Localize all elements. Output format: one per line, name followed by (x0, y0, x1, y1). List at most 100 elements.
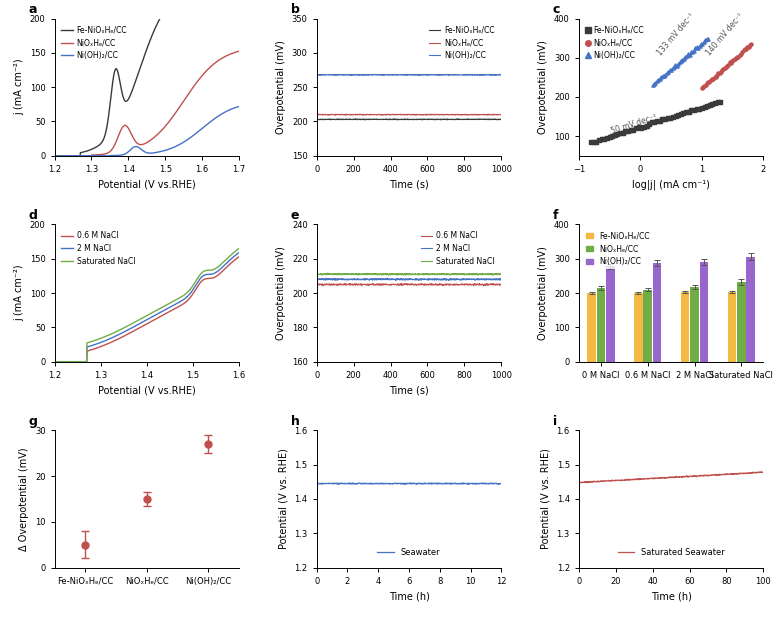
Point (724, 57, 736, 67)
Saturated Seawater (759, 468, 768, 476)
Point (689, 43, 701, 53)
Point (587, 136, 600, 146)
Bar (643, 289, 652, 362)
Point (732, 52, 745, 62)
Point (669, 111, 682, 121)
0.6 M NaCl (190, 288, 199, 295)
2 M NaCl (234, 249, 244, 256)
Point (696, 103, 708, 113)
Y-axis label: Overpotential (mV): Overpotential (mV) (277, 246, 286, 340)
Point (714, 67, 727, 77)
Point (616, 128, 629, 138)
Point (726, 57, 738, 67)
Seawater (359, 480, 368, 487)
Point (710, 72, 722, 82)
X-axis label: log|j| (mA cm⁻¹): log|j| (mA cm⁻¹) (633, 180, 710, 190)
Seawater (396, 480, 405, 487)
Point (688, 46, 700, 56)
Bar (681, 292, 689, 362)
Saturated Seawater (607, 477, 616, 484)
Point (669, 60, 682, 70)
Point (629, 123, 642, 133)
Text: i: i (553, 415, 557, 428)
Point (638, 122, 650, 132)
Point (649, 78, 661, 88)
Point (717, 64, 730, 73)
Point (656, 114, 668, 124)
X-axis label: Time (h): Time (h) (650, 591, 692, 601)
Point (593, 135, 605, 145)
Point (701, 101, 714, 111)
Point (666, 64, 679, 73)
Point (675, 109, 687, 118)
Point (676, 55, 689, 65)
Point (736, 47, 749, 57)
Point (704, 75, 717, 85)
Point (650, 116, 663, 126)
Saturated NaCl (190, 280, 199, 287)
Seawater (496, 479, 506, 487)
Text: b: b (291, 3, 300, 16)
Legend: 0.6 M NaCl, 2 M NaCl, Saturated NaCl: 0.6 M NaCl, 2 M NaCl, Saturated NaCl (418, 228, 498, 269)
Saturated NaCl (162, 301, 171, 308)
Text: a: a (29, 3, 37, 16)
Point (740, 44, 753, 54)
Point (664, 65, 676, 75)
Point (721, 60, 733, 70)
Seawater (312, 480, 322, 487)
Saturated Seawater (714, 471, 723, 479)
Point (690, 104, 703, 114)
Legend: Saturated Seawater: Saturated Seawater (615, 545, 728, 561)
Point (654, 74, 666, 84)
Point (675, 56, 687, 66)
Point (667, 112, 679, 122)
Point (703, 77, 716, 87)
0.6 M NaCl (50, 358, 59, 365)
Seawater (436, 479, 446, 487)
Y-axis label: Overpotential (mV): Overpotential (mV) (538, 246, 548, 340)
Point (640, 122, 653, 131)
Point (643, 119, 655, 129)
Text: 133 mV dec⁻¹: 133 mV dec⁻¹ (656, 12, 696, 58)
Point (712, 68, 724, 78)
Point (665, 65, 678, 75)
Point (706, 74, 718, 84)
Point (697, 82, 710, 92)
2 M NaCl (190, 283, 199, 291)
Saturated NaCl (62, 358, 71, 365)
Seawater (412, 481, 421, 488)
Point (657, 72, 669, 81)
Saturated NaCl (234, 245, 244, 252)
Point (671, 60, 683, 70)
X-axis label: Potential (V vs.RHE): Potential (V vs.RHE) (98, 385, 196, 395)
Bar (746, 257, 755, 362)
Point (734, 50, 746, 60)
Point (728, 54, 741, 64)
Saturated NaCl (167, 299, 177, 306)
X-axis label: Potential (V vs.RHE): Potential (V vs.RHE) (98, 180, 196, 189)
Point (707, 99, 719, 109)
Point (693, 104, 706, 114)
Point (598, 134, 611, 144)
Point (699, 36, 711, 46)
Point (664, 113, 676, 123)
Line: Seawater: Seawater (317, 483, 501, 484)
Point (700, 78, 713, 88)
Text: 140 mV dec⁻¹: 140 mV dec⁻¹ (705, 12, 746, 58)
Point (690, 42, 703, 52)
Text: 50 mV dec⁻¹: 50 mV dec⁻¹ (610, 113, 657, 136)
Point (659, 70, 671, 80)
Line: 2 M NaCl: 2 M NaCl (55, 252, 239, 362)
Y-axis label: Δ Overpotential (mV): Δ Overpotential (mV) (19, 447, 30, 551)
2 M NaCl (209, 270, 218, 277)
Point (679, 52, 692, 62)
Point (647, 80, 659, 90)
Y-axis label: j (mA cm⁻²): j (mA cm⁻²) (14, 59, 24, 115)
Saturated Seawater (658, 474, 668, 481)
0.6 M NaCl (162, 310, 171, 317)
X-axis label: Time (h): Time (h) (389, 591, 429, 601)
Point (661, 68, 673, 78)
Bar (606, 267, 615, 362)
Point (700, 80, 712, 90)
2 M NaCl (62, 358, 71, 365)
